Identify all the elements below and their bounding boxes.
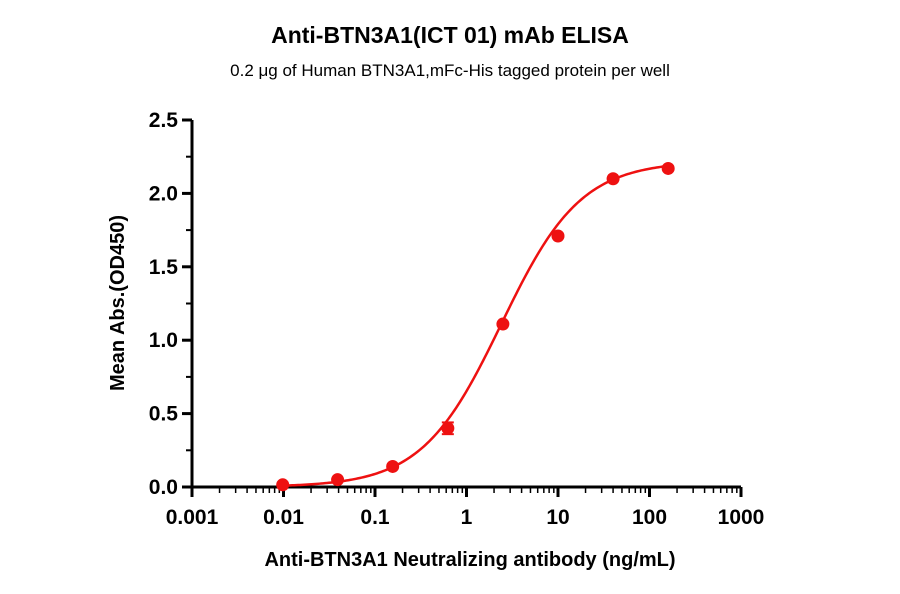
data-point — [606, 172, 620, 186]
y-tick-label: 0.5 — [149, 403, 179, 426]
y-tick-label: 0.0 — [149, 476, 178, 499]
data-point — [551, 229, 565, 243]
data-point — [331, 473, 345, 487]
data-point — [496, 317, 510, 331]
y-tick-label: 1.5 — [149, 256, 179, 279]
x-axis-label: Anti-BTN3A1 Neutralizing antibody (ng/mL… — [264, 549, 675, 571]
x-tick-label: 0.1 — [360, 506, 390, 529]
chart-subtitle: 0.2 μg of Human BTN3A1,mFc-His tagged pr… — [230, 61, 670, 80]
x-tick-label: 1 — [461, 506, 473, 529]
fit-curve-layer — [282, 164, 669, 487]
x-tick-label: 10 — [546, 506, 569, 529]
data-point — [386, 459, 400, 473]
y-axis-label: Mean Abs.(OD450) — [107, 215, 129, 391]
fit-curve — [282, 164, 669, 487]
x-tick-label: 0.01 — [263, 506, 304, 529]
data-point — [441, 421, 455, 435]
data-point — [276, 478, 290, 492]
axes: 0.0 0.5 1.0 1.5 2.0 2.5 0.001 0.01 0.1 1 10 100 1000 — [149, 109, 765, 529]
x-tick-label: 0.001 — [166, 506, 219, 529]
x-tick-label: 1000 — [718, 506, 765, 529]
chart-title: Anti-BTN3A1(ICT 01) mAb ELISA — [271, 22, 629, 48]
y-tick-label: 2.0 — [149, 182, 178, 205]
x-tick-label: 100 — [632, 506, 667, 529]
y-tick-label: 2.5 — [149, 109, 179, 132]
data-points-layer — [276, 161, 675, 492]
y-tick-label: 1.0 — [149, 329, 178, 352]
data-point — [661, 161, 675, 175]
